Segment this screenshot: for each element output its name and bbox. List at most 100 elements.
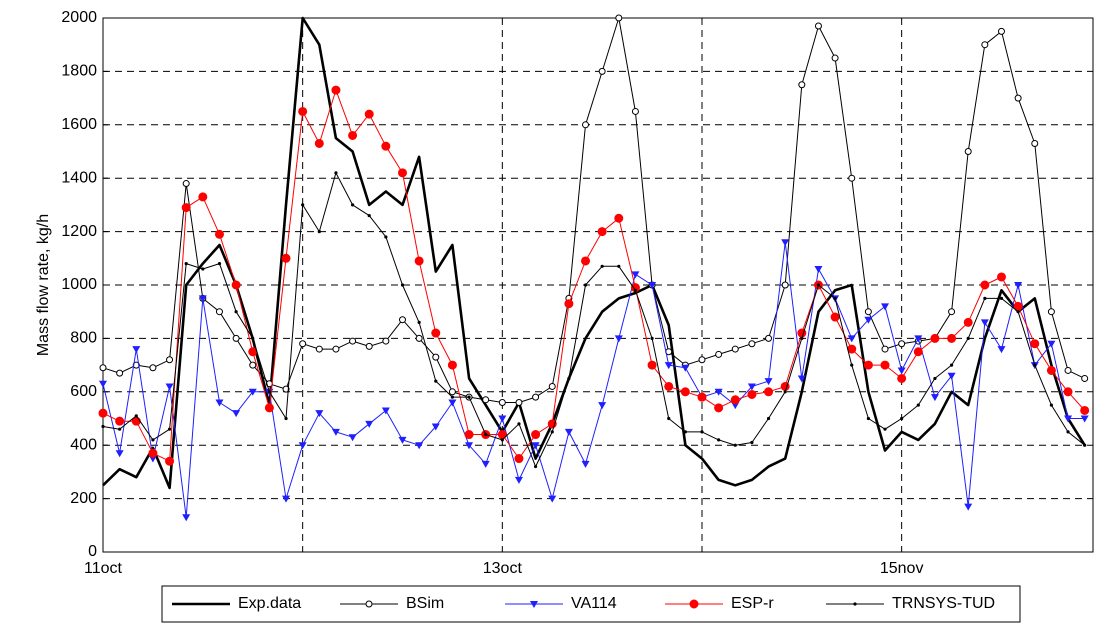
marker (930, 333, 940, 343)
marker (866, 416, 870, 421)
marker (1030, 339, 1040, 349)
marker (681, 364, 690, 372)
marker (384, 235, 388, 239)
marker (181, 203, 191, 213)
marker (531, 430, 541, 440)
marker (534, 464, 538, 469)
legend-label: BSim (406, 595, 444, 612)
marker (748, 340, 756, 348)
marker (165, 383, 174, 391)
marker (914, 335, 923, 343)
marker (317, 230, 321, 234)
marker (314, 138, 324, 148)
marker (432, 353, 440, 361)
marker (583, 283, 588, 287)
series-line (102, 172, 1086, 468)
marker (165, 456, 175, 466)
marker (1031, 139, 1039, 147)
marker (151, 438, 155, 442)
marker (997, 27, 1005, 35)
marker (348, 130, 358, 140)
marker (933, 376, 937, 381)
marker (600, 264, 604, 268)
marker (267, 390, 271, 394)
marker (964, 503, 973, 511)
marker (598, 402, 607, 410)
marker (949, 363, 954, 367)
marker (367, 213, 371, 218)
x-tick-label: 11oct (84, 560, 123, 577)
marker (581, 460, 590, 468)
marker (232, 334, 240, 342)
marker (298, 442, 307, 450)
marker (764, 387, 774, 397)
marker (647, 360, 657, 370)
marker (700, 430, 704, 434)
marker (798, 81, 806, 89)
marker (814, 265, 823, 273)
marker (548, 495, 557, 503)
marker (1064, 366, 1072, 374)
marker (847, 335, 856, 343)
marker (1033, 363, 1037, 367)
y-tick-label: 2000 (61, 9, 97, 26)
marker (598, 67, 606, 75)
marker (731, 345, 739, 353)
marker (800, 336, 804, 340)
marker (980, 319, 989, 327)
marker (514, 476, 523, 484)
marker (963, 317, 973, 327)
y-tick-label: 1200 (61, 223, 97, 240)
marker (149, 364, 157, 372)
marker (698, 356, 706, 364)
marker (400, 283, 405, 287)
marker (334, 171, 338, 175)
marker (99, 364, 107, 372)
marker (966, 336, 970, 340)
marker (916, 403, 920, 407)
y-axis-label: Mass flow rate, kg/h (35, 214, 52, 356)
marker (381, 407, 390, 415)
marker (182, 514, 191, 522)
marker (1081, 374, 1089, 382)
marker (714, 403, 724, 413)
marker (315, 345, 323, 353)
marker (1046, 365, 1056, 375)
y-tick-label: 200 (70, 490, 97, 507)
marker (864, 308, 872, 316)
marker (766, 416, 771, 421)
marker (897, 367, 906, 375)
marker (847, 344, 857, 354)
legend-label: Exp.data (238, 595, 301, 612)
y-tick-label: 1600 (61, 116, 97, 133)
marker (730, 395, 740, 405)
marker (1066, 430, 1070, 434)
marker (816, 283, 821, 287)
marker (864, 316, 873, 324)
marker (898, 340, 906, 348)
marker (831, 54, 839, 62)
marker (830, 312, 840, 322)
marker (481, 460, 490, 468)
marker (134, 414, 138, 418)
marker (581, 256, 591, 266)
legend-marker (365, 600, 373, 608)
marker (498, 398, 506, 406)
marker (115, 450, 124, 458)
marker (996, 272, 1006, 282)
y-tick-label: 1800 (61, 63, 97, 80)
marker (364, 109, 374, 119)
y-tick-label: 800 (70, 330, 97, 347)
marker (1047, 308, 1055, 316)
marker (415, 442, 424, 450)
marker (733, 443, 737, 447)
marker (299, 340, 307, 348)
marker (1047, 340, 1056, 348)
marker (348, 434, 357, 442)
y-tick-label: 0 (88, 543, 97, 560)
marker (564, 428, 573, 436)
marker (531, 442, 540, 450)
marker (664, 381, 674, 391)
marker (714, 388, 723, 396)
